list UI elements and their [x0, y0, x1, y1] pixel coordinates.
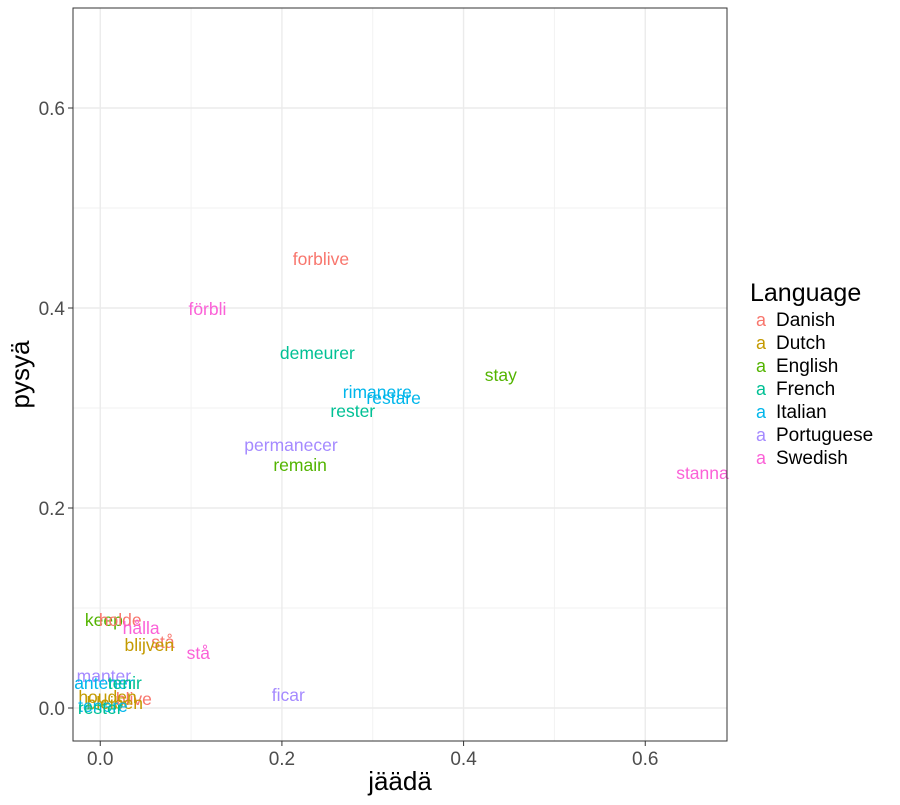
legend-key-glyph: a [756, 379, 767, 399]
legend-label: Dutch [776, 333, 826, 354]
point-label-italian: rimanere [343, 382, 412, 402]
point-label-danish: blive [116, 689, 152, 709]
x-axis-title: jäädä [367, 766, 432, 796]
point-label-english: remain [273, 455, 327, 475]
y-tick-label: 0.0 [39, 699, 65, 720]
point-label-french: rester [78, 698, 123, 718]
point-label-portuguese: ficar [272, 685, 305, 705]
panel-border [72, 7, 728, 742]
legend-label: Danish [776, 310, 835, 331]
point-label-italian: restare [366, 388, 420, 408]
legend-key-glyph: a [756, 402, 767, 422]
y-tick-label: 0.6 [39, 99, 65, 120]
point-labels: forblive förbli demeurer stay rimanererestar… [74, 249, 729, 718]
x-tick-label: 0.4 [450, 749, 477, 770]
legend-key-glyph: a [756, 310, 767, 330]
point-label-swedish: förbli [188, 299, 226, 319]
point-label-dutch: bleiben [87, 693, 143, 713]
point-label-portuguese: permanecer [244, 435, 338, 455]
x-tick-label: 0.2 [269, 749, 295, 770]
legend-key-glyph: a [756, 448, 767, 468]
point-label-swedish: hålla [123, 618, 160, 638]
point-label-english: keep [85, 610, 123, 630]
x-axis: 0.0 0.2 0.4 0.6 [87, 741, 658, 770]
major-gridlines [73, 8, 727, 741]
y-axis-title: pysyä [5, 340, 35, 408]
point-label-french: demeurer [280, 343, 355, 363]
point-label-danish: stå [151, 632, 175, 652]
point-label-italian: antener [74, 673, 134, 693]
point-label-swedish: stanna [676, 463, 729, 483]
point-label-danish: forblive [293, 249, 349, 269]
point-label-swedish: stå [187, 643, 211, 663]
legend-key-glyph: a [756, 333, 767, 353]
legend-label: Swedish [776, 448, 848, 469]
legend-label: English [776, 356, 838, 377]
y-tick-label: 0.4 [39, 299, 66, 320]
point-label-dutch: houden [78, 687, 136, 707]
legend-title: Language [750, 279, 861, 307]
point-label-french: tenir [108, 673, 142, 693]
legend-key-glyph: a [756, 425, 767, 445]
point-label-french: rester [330, 401, 375, 421]
x-tick-label: 0.0 [87, 749, 113, 770]
point-label-danish: holde [99, 610, 142, 630]
point-label-italian: tenere [78, 696, 128, 716]
x-tick-label: 0.6 [632, 749, 658, 770]
y-tick-label: 0.2 [39, 499, 65, 520]
point-label-dutch: blijven [124, 635, 174, 655]
y-axis: 0.0 0.2 0.4 0.6 [39, 99, 73, 720]
legend-label: Italian [776, 402, 827, 423]
point-label-portuguese: manter [77, 666, 132, 686]
point-label-english: stay [485, 365, 517, 385]
legend-key-glyph: a [756, 356, 767, 376]
legend-label: French [776, 379, 835, 400]
legend-label: Portuguese [776, 425, 873, 446]
